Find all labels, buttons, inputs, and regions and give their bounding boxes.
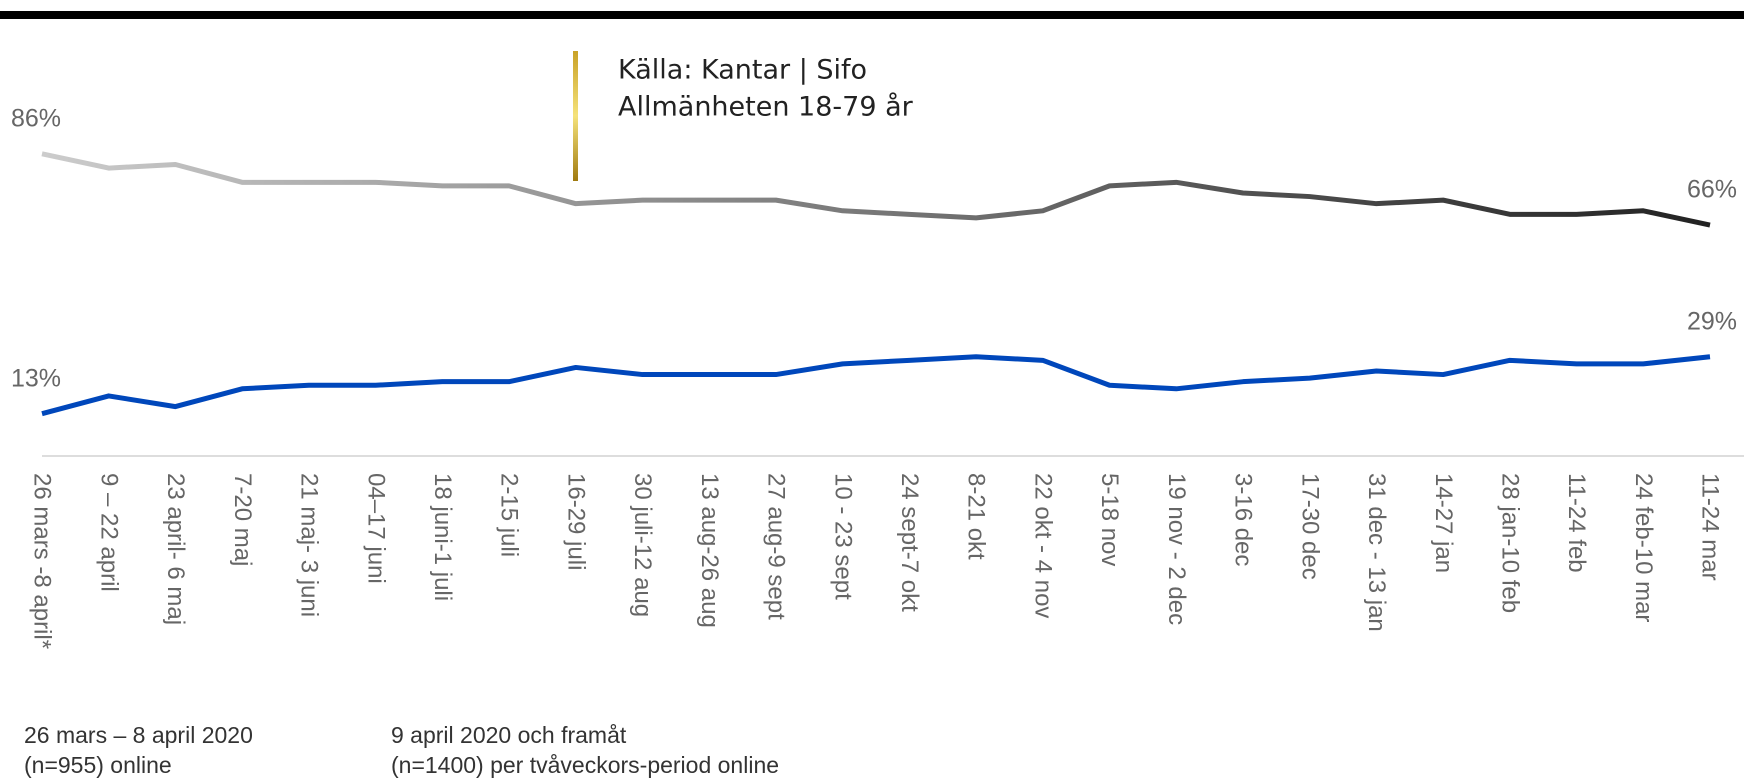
- series-line: [41, 354, 1711, 417]
- x-tick-label: 23 april- 6 maj: [162, 473, 189, 625]
- x-tick-label: 5-18 nov: [1096, 473, 1123, 566]
- x-tick-label: 2-15 juli: [496, 473, 523, 557]
- x-tick-label: 26 mars -8 april*: [29, 473, 56, 649]
- x-tick-label: 17-30 dec: [1296, 473, 1323, 580]
- series-line: [41, 151, 1711, 228]
- x-tick-label: 24 feb-10 mar: [1630, 473, 1657, 622]
- x-tick-label: 7-20 maj: [229, 473, 256, 566]
- x-tick-label: 30 juli-12 aug: [629, 473, 656, 617]
- annotation: Allmänheten 18-79 år: [618, 92, 914, 123]
- x-tick-label: 21 maj- 3 juni: [296, 473, 323, 617]
- x-tick-label: 11-24 mar: [1697, 473, 1724, 581]
- x-tick-label: 9 – 22 april: [95, 473, 122, 592]
- annotation-bar: [573, 51, 578, 181]
- annotation: Källa: Kantar | Sifo: [618, 55, 867, 86]
- data-label: 66%: [1687, 176, 1737, 204]
- x-tick-label: 8-21 okt: [963, 473, 990, 560]
- data-label: 29%: [1687, 307, 1737, 335]
- x-tick-label: 19 nov - 2 dec: [1163, 473, 1190, 625]
- footnote: 9 april 2020 och framåt: [391, 722, 627, 748]
- footnote: (n=1400) per tvåveckors-period online: [391, 752, 779, 778]
- x-tick-label: 13 aug-26 aug: [696, 473, 723, 628]
- x-tick-label: 31 dec - 13 jan: [1363, 473, 1390, 632]
- data-label: 86%: [11, 104, 61, 132]
- data-label: 13%: [11, 364, 61, 392]
- x-tick-label: 16-29 juli: [562, 473, 589, 570]
- x-tick-label: 18 juni-1 juli: [429, 473, 456, 601]
- footnote: (n=955) online: [24, 752, 172, 778]
- x-tick-label: 14-27 jan: [1430, 473, 1457, 573]
- x-tick-label: 3-16 dec: [1230, 473, 1257, 566]
- footnote: 26 mars – 8 april 2020: [24, 722, 253, 748]
- top-bar: [0, 11, 1744, 19]
- x-tick-label: 10 - 23 sept: [829, 473, 856, 600]
- x-tick-label: 28 jan-10 feb: [1496, 473, 1523, 613]
- x-tick-label: 22 okt - 4 nov: [1029, 473, 1056, 618]
- x-tick-label: 04–17 juni: [362, 473, 389, 584]
- x-tick-label: 27 aug-9 sept: [763, 473, 790, 620]
- x-tick-label: 24 sept-7 okt: [896, 473, 923, 612]
- x-tick-label: 11-24 feb: [1563, 473, 1590, 573]
